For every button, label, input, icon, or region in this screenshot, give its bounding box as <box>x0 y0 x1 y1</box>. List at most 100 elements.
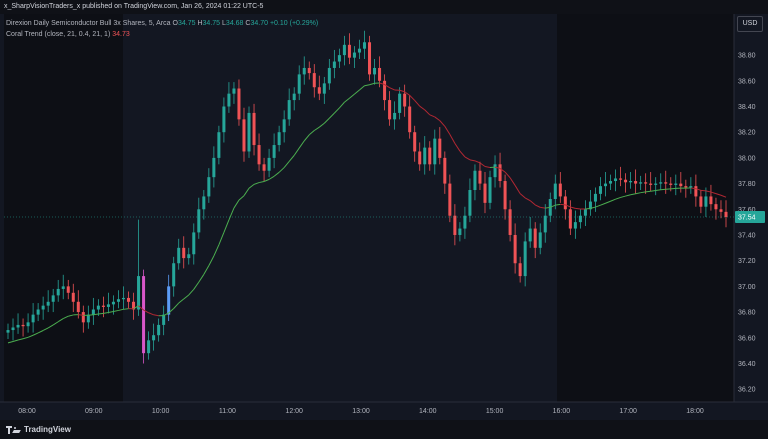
coral-trend-segment <box>700 189 706 192</box>
price-tick-label: 36.20 <box>738 387 756 394</box>
candle-body <box>468 190 472 216</box>
candle-body <box>56 288 60 296</box>
candle-body <box>418 151 422 165</box>
candle-body <box>66 286 70 293</box>
coral-trend-segment <box>37 330 44 334</box>
coral-trend-segment <box>605 200 611 204</box>
last-price-badge <box>735 210 765 223</box>
candle-body <box>423 147 427 165</box>
candle-body <box>528 228 532 242</box>
coral-trend-segment <box>635 192 641 195</box>
coral-trend-segment <box>399 89 405 93</box>
candle-body <box>674 183 678 185</box>
coral-trend-segment <box>303 134 310 142</box>
close-label: C <box>245 20 251 27</box>
candle-body <box>192 232 196 255</box>
candle-body <box>317 87 321 94</box>
coral-trend-segment <box>660 188 666 191</box>
coral-trend-segment <box>68 314 74 317</box>
price-tick-label: 37.00 <box>738 284 756 291</box>
candle-body <box>86 314 90 323</box>
candle-body <box>503 181 507 210</box>
candle-body <box>458 228 462 235</box>
candle-body <box>568 209 572 229</box>
coral-trend-segment <box>610 198 616 202</box>
low-label: L <box>222 20 226 27</box>
coral-trend-segment <box>364 84 370 87</box>
candle-body <box>614 178 618 182</box>
candle-body <box>694 186 698 197</box>
tradingview-brand: TradingView <box>24 425 71 434</box>
coral-trend-segment <box>27 334 34 338</box>
candle-body <box>373 67 377 75</box>
symbol-name[interactable]: Direxion Daily Semiconductor Bull 3x Sha… <box>6 20 171 27</box>
currency-button[interactable]: USD <box>737 16 763 32</box>
candle-body <box>342 44 346 56</box>
coral-trend-segment <box>354 89 360 95</box>
candle-body <box>413 132 417 152</box>
coral-trend-segment <box>545 206 551 209</box>
candle-body <box>347 44 351 58</box>
coral-trend-segment <box>524 197 531 202</box>
premarket-shade <box>4 14 123 402</box>
coral-trend-segment <box>379 82 385 86</box>
open-value: 34.75 <box>177 20 196 27</box>
candle-body <box>724 211 728 217</box>
time-tick-label: 16:00 <box>553 408 571 415</box>
candle-body <box>302 67 306 75</box>
candle-body <box>237 88 241 120</box>
time-tick-label: 18:00 <box>686 408 704 415</box>
candle-body <box>187 254 191 259</box>
coral-trend-segment <box>258 181 265 184</box>
coral-trend-segment <box>198 274 205 283</box>
candle-body <box>719 209 723 212</box>
coral-trend-segment <box>695 188 702 191</box>
coral-trend-segment <box>263 178 270 182</box>
coral-trend-segment <box>565 204 571 208</box>
coral-trend-segment <box>449 134 456 144</box>
coral-trend-segment <box>479 162 486 167</box>
chart-area[interactable]: 36.20 36.40 36.60 36.80 37.00 37.20 37.40 37.60… <box>0 14 768 420</box>
candle-body <box>619 178 623 180</box>
candle-body <box>664 182 668 184</box>
candle-body <box>267 157 271 171</box>
coral-trend-segment <box>404 91 410 96</box>
candle-body <box>11 327 15 331</box>
high-value: 34.75 <box>202 20 221 27</box>
coral-trend-segment <box>720 194 727 198</box>
candle-body <box>312 73 316 88</box>
price-tick-label: 38.60 <box>738 78 756 85</box>
candle-body <box>167 286 171 315</box>
coral-trend-segment <box>108 311 114 314</box>
candle-body <box>493 164 497 178</box>
candle-body <box>684 186 688 188</box>
candle-body <box>649 183 653 185</box>
coral-trend-segment <box>509 177 516 186</box>
coral-trend-segment <box>384 84 390 89</box>
tradingview-logo[interactable]: TradingView <box>6 425 71 434</box>
coral-trend-segment <box>344 97 350 103</box>
coral-trend-segment <box>268 175 275 180</box>
candlestick-chart[interactable]: 36.20 36.40 36.60 36.80 37.00 37.20 37.40 37.60… <box>0 14 768 420</box>
candle-body <box>448 183 452 216</box>
candle-body <box>202 196 206 210</box>
coral-trend-segment <box>7 341 14 344</box>
candle-body <box>287 100 291 120</box>
coral-trend-segment <box>459 150 466 158</box>
candle-body <box>629 181 633 183</box>
coral-trend-segment <box>585 207 591 210</box>
coral-trend-segment <box>570 206 576 209</box>
indicator-name[interactable]: Coral Trend (close, 21, 0.4, 21, 1) <box>6 31 111 38</box>
candle-body <box>26 322 30 327</box>
coral-trend-segment <box>78 314 84 316</box>
coral-trend-segment <box>555 203 561 206</box>
coral-trend-segment <box>178 298 185 304</box>
coral-trend-segment <box>690 187 696 190</box>
coral-trend-segment <box>278 167 285 173</box>
candle-body <box>709 196 713 205</box>
candle-body <box>21 324 25 327</box>
coral-trend-segment <box>153 314 159 317</box>
candle-body <box>61 286 65 289</box>
change-value: +0.10 (+0.29%) <box>269 20 319 27</box>
candle-body <box>578 215 582 223</box>
